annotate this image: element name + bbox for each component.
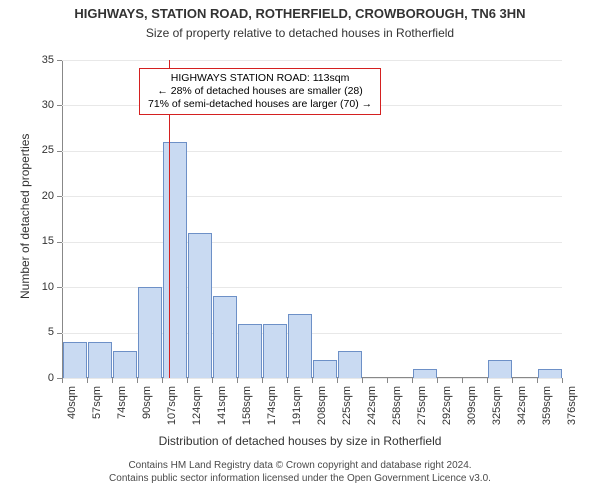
annotation-box: HIGHWAYS STATION ROAD: 113sqm← 28% of de… [139, 68, 381, 115]
chart-title: HIGHWAYS, STATION ROAD, ROTHERFIELD, CRO… [0, 6, 600, 21]
y-tick [57, 196, 62, 197]
x-tick-label: 342sqm [516, 386, 528, 436]
x-tick-label: 40sqm [66, 386, 78, 436]
y-tick-label: 25 [0, 144, 54, 156]
bar [288, 314, 312, 378]
x-tick [512, 378, 513, 383]
x-tick [487, 378, 488, 383]
y-tick-label: 10 [0, 281, 54, 293]
bar [313, 360, 337, 378]
bar [238, 324, 262, 379]
x-tick-label: 325sqm [491, 386, 503, 436]
y-grid-line [62, 242, 562, 243]
x-tick-label: 292sqm [441, 386, 453, 436]
x-tick-label: 242sqm [366, 386, 378, 436]
x-tick-label: 74sqm [116, 386, 128, 436]
bar [88, 342, 112, 378]
x-tick [62, 378, 63, 383]
y-tick [57, 151, 62, 152]
y-grid-line [62, 151, 562, 152]
x-tick [112, 378, 113, 383]
bar [163, 142, 187, 378]
x-axis-title: Distribution of detached houses by size … [0, 434, 600, 448]
y-tick [57, 287, 62, 288]
x-tick-label: 174sqm [266, 386, 278, 436]
bar [213, 296, 237, 378]
annotation-line: HIGHWAYS STATION ROAD: 113sqm [148, 72, 372, 85]
x-tick [162, 378, 163, 383]
x-tick [387, 378, 388, 383]
x-tick [562, 378, 563, 383]
y-tick-label: 30 [0, 99, 54, 111]
x-tick-label: 124sqm [191, 386, 203, 436]
annotation-line: 71% of semi-detached houses are larger (… [148, 98, 372, 111]
x-tick-label: 309sqm [466, 386, 478, 436]
footer-line: Contains HM Land Registry data © Crown c… [0, 460, 600, 473]
x-tick [412, 378, 413, 383]
y-tick [57, 242, 62, 243]
x-tick [262, 378, 263, 383]
annotation-line: ← 28% of detached houses are smaller (28… [148, 85, 372, 98]
y-axis-title: Number of detached properties [18, 134, 32, 299]
x-tick [287, 378, 288, 383]
y-grid-line [62, 60, 562, 61]
x-tick-label: 258sqm [391, 386, 403, 436]
bar [538, 369, 562, 378]
y-tick-label: 20 [0, 190, 54, 202]
y-tick [57, 60, 62, 61]
x-tick [537, 378, 538, 383]
x-tick-label: 158sqm [241, 386, 253, 436]
y-tick-label: 5 [0, 326, 54, 338]
x-tick [187, 378, 188, 383]
x-tick-label: 191sqm [291, 386, 303, 436]
y-tick-label: 15 [0, 235, 54, 247]
footer-line: Contains public sector information licen… [0, 473, 600, 486]
x-tick-label: 90sqm [141, 386, 153, 436]
y-tick-label: 35 [0, 54, 54, 66]
x-tick [437, 378, 438, 383]
x-tick [237, 378, 238, 383]
footer-text: Contains HM Land Registry data © Crown c… [0, 460, 600, 485]
bar [188, 233, 212, 378]
bar [488, 360, 512, 378]
x-tick [137, 378, 138, 383]
bar [413, 369, 437, 378]
x-tick [312, 378, 313, 383]
x-tick-label: 141sqm [216, 386, 228, 436]
bar [138, 287, 162, 378]
x-tick-label: 107sqm [166, 386, 178, 436]
y-tick [57, 105, 62, 106]
x-tick-label: 57sqm [91, 386, 103, 436]
chart-subtitle: Size of property relative to detached ho… [0, 26, 600, 40]
x-tick [462, 378, 463, 383]
y-tick [57, 333, 62, 334]
x-tick-label: 225sqm [341, 386, 353, 436]
bar [63, 342, 87, 378]
bar [263, 324, 287, 379]
y-axis-line [62, 60, 63, 378]
x-tick [337, 378, 338, 383]
bar [113, 351, 137, 378]
y-tick-label: 0 [0, 372, 54, 384]
x-tick-label: 359sqm [541, 386, 553, 436]
bar [338, 351, 362, 378]
x-tick [87, 378, 88, 383]
x-tick-label: 376sqm [566, 386, 578, 436]
x-tick [362, 378, 363, 383]
x-tick-label: 208sqm [316, 386, 328, 436]
y-grid-line [62, 196, 562, 197]
x-tick [212, 378, 213, 383]
x-tick-label: 275sqm [416, 386, 428, 436]
